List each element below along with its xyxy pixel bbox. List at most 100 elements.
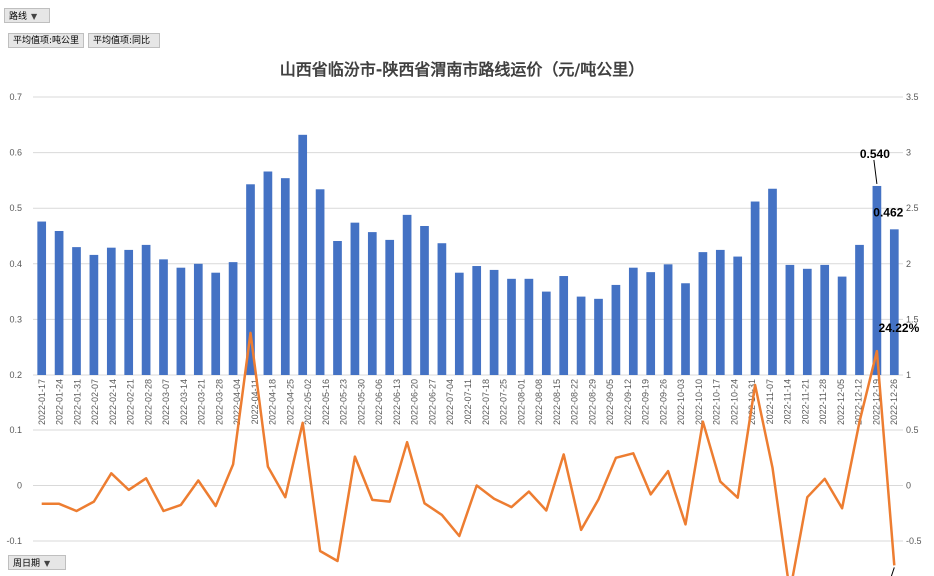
x-tick-label: 2022-08-08 <box>534 379 544 425</box>
x-tick-label: 2022-09-05 <box>605 379 615 425</box>
x-tick-label: 2022-06-27 <box>427 379 437 425</box>
x-tick-labels: 2022-01-17 2022-01-24 2022-01-31 2022-02-07… <box>37 379 899 425</box>
x-tick-label: 2022-05-16 <box>321 379 331 425</box>
y-right-tick-label: 3 <box>906 148 911 158</box>
y-right-tick-label: 3.5 <box>906 92 919 102</box>
axis-field-button[interactable]: 周日期 ▼ <box>8 555 66 570</box>
axis-field-label: 周日期 <box>13 559 41 569</box>
bar <box>37 221 47 375</box>
y-right-tick-label: 2.5 <box>906 203 919 213</box>
bar <box>576 296 586 375</box>
x-tick-label: 2022-09-26 <box>658 379 668 425</box>
bar <box>611 284 621 375</box>
route-filter-label: 路线 <box>9 12 28 22</box>
x-tick-label: 2022-10-17 <box>712 379 722 425</box>
bar <box>106 247 116 375</box>
bar <box>559 276 569 375</box>
x-tick-label: 2022-09-12 <box>623 379 633 425</box>
x-tick-label: 2022-11-21 <box>800 379 810 424</box>
value-field-yoy-button[interactable]: 平均值项:同比 <box>88 33 160 48</box>
bar <box>193 263 203 375</box>
x-tick-label: 2022-03-14 <box>179 379 189 425</box>
value-field-price-button[interactable]: 平均值项:吨公里 <box>8 33 84 48</box>
x-tick-label: 2022-08-15 <box>552 379 562 425</box>
x-tick-label: 2022-01-24 <box>55 379 65 425</box>
y-left-tick-label: 0.4 <box>9 259 22 269</box>
bar <box>89 254 99 375</box>
bar <box>507 278 516 375</box>
bar <box>159 259 168 375</box>
bar-series <box>37 134 899 375</box>
bar <box>594 298 603 375</box>
bar <box>715 249 725 375</box>
x-tick-label: 2022-07-04 <box>445 379 455 425</box>
y-left-tick-label: 0.6 <box>9 148 22 158</box>
x-tick-label: 2022-04-18 <box>268 379 278 425</box>
bar <box>628 267 638 375</box>
bar <box>681 283 690 375</box>
x-tick-label: 2022-07-18 <box>481 379 491 425</box>
data-label-bar-peak: 0.540 <box>860 147 890 161</box>
y-left-tick-label: 0.5 <box>9 203 22 213</box>
x-tick-label: 2022-04-25 <box>285 379 295 425</box>
x-tick-label: 2022-07-11 <box>463 379 473 424</box>
bar <box>385 239 395 375</box>
bar <box>246 184 255 375</box>
x-tick-label: 2022-06-13 <box>392 379 402 425</box>
y-left-tick-label: 0.2 <box>9 370 22 380</box>
y-left-lower-tick-label: -0.1 <box>6 536 22 546</box>
x-tick-label: 2022-09-19 <box>641 379 651 425</box>
bar <box>768 188 777 375</box>
y-right-tick-label: 1.5 <box>906 314 919 324</box>
bar <box>228 262 238 375</box>
bar <box>489 269 499 375</box>
bar <box>298 134 308 375</box>
bar <box>872 185 882 375</box>
yoy-line <box>41 331 896 576</box>
bar <box>663 264 673 375</box>
data-label-leader <box>890 567 895 576</box>
y-left-lower-tick-label: 0 <box>17 481 22 491</box>
x-tick-label: 2022-12-12 <box>854 379 864 425</box>
bar <box>280 178 290 375</box>
bar <box>72 247 81 375</box>
x-tick-label: 2022-02-21 <box>126 379 136 425</box>
x-tick-label: 2022-12-05 <box>836 379 846 425</box>
axis-filter-dropdown-icon: ▼ <box>44 559 51 568</box>
bar <box>367 232 377 375</box>
y-right-lower-tick-label: -0.5 <box>906 536 922 546</box>
bar <box>855 244 864 375</box>
x-tick-label: 2022-03-28 <box>214 379 224 425</box>
x-tick-label: 2022-05-02 <box>303 379 313 425</box>
bar <box>211 272 221 375</box>
bar <box>437 243 447 375</box>
bar <box>333 241 342 375</box>
x-tick-label: 2022-01-31 <box>72 379 82 425</box>
x-tick-label: 2022-06-20 <box>410 379 420 425</box>
x-tick-label: 2022-06-06 <box>374 379 384 425</box>
bar <box>54 230 64 375</box>
bar <box>750 201 760 375</box>
x-tick-label: 2022-01-17 <box>37 379 47 425</box>
chart-title: 山西省临汾市-陕西省渭南市路线运价（元/吨公里） <box>280 60 645 79</box>
x-tick-label: 2022-03-07 <box>161 379 171 425</box>
axis-labels: 0.2 0.3 0.4 0.5 0.6 0.7 1 1.5 2 2.5 3 3.5 -0.1 0 0.1 -0… <box>6 92 921 546</box>
x-tick-label: 2022-10-24 <box>729 379 739 425</box>
bar <box>698 252 708 375</box>
bar <box>524 278 534 375</box>
bar <box>176 267 186 375</box>
bar <box>472 266 482 375</box>
bar <box>785 264 795 375</box>
bar <box>350 222 360 375</box>
y-right-lower-tick-label: 0 <box>906 481 911 491</box>
bar <box>820 264 830 375</box>
bar <box>454 272 464 375</box>
y-right-lower-tick-label: 0.5 <box>906 425 919 435</box>
route-filter-button[interactable]: 路线 ▼ <box>4 8 50 23</box>
x-tick-label: 2022-10-10 <box>694 379 704 425</box>
bar <box>646 272 656 375</box>
bar <box>402 214 412 375</box>
y-right-tick-label: 2 <box>906 259 911 269</box>
y-left-lower-tick-label: 0.1 <box>9 425 22 435</box>
